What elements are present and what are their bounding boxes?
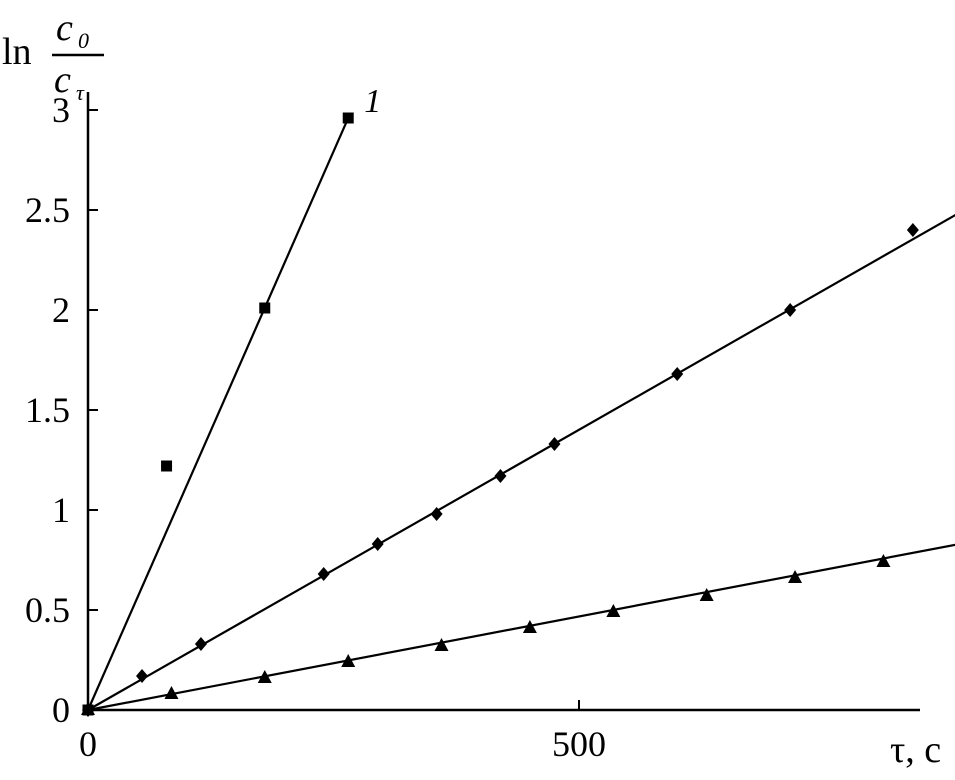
series-2-point <box>784 303 797 317</box>
axes <box>86 92 920 712</box>
y-axis-label-denominator: c <box>54 59 71 101</box>
y-tick-label: 2.5 <box>25 190 70 230</box>
series-3-point <box>164 686 179 699</box>
series-2-point <box>494 469 507 483</box>
series-1-point <box>259 302 271 314</box>
series-3-point <box>788 570 803 583</box>
y-tick-label: 1 <box>52 490 70 530</box>
series-2-point <box>430 507 443 521</box>
y-axis-label-prefix: ln <box>2 31 32 73</box>
x-tick-label: 500 <box>552 724 606 764</box>
y-axis-label-numerator: c <box>56 7 73 49</box>
series-2-point <box>906 223 919 237</box>
series-layer: 123 <box>81 83 955 717</box>
series-3-point <box>876 554 891 567</box>
series-3-point <box>522 620 537 633</box>
series-3-point <box>257 670 272 683</box>
x-tick-label: 0 <box>79 724 97 764</box>
series-3: 3 <box>81 543 955 715</box>
series-2-point <box>194 637 207 651</box>
series-3-point <box>699 588 714 601</box>
y-axis-label-numerator-sub: 0 <box>78 28 89 53</box>
series-3-fit-line <box>87 543 955 712</box>
y-axis-label: ln c 0 c τ <box>2 7 104 105</box>
series-1-point <box>342 112 354 124</box>
series-1-fit-line <box>86 117 350 711</box>
y-axis-label-denominator-sub: τ <box>76 80 85 105</box>
series-2-point <box>136 669 149 683</box>
x-axis-label: τ, с <box>890 729 941 771</box>
series-3-point <box>606 604 621 617</box>
y-tick-label: 1.5 <box>25 390 70 430</box>
series-1-label: 1 <box>364 83 381 120</box>
y-tick-label: 3 <box>52 90 70 130</box>
series-2-point <box>317 567 330 581</box>
y-tick-label: 0.5 <box>25 590 70 630</box>
series-2-point <box>371 537 384 551</box>
series-3-point <box>81 702 95 715</box>
series-1: 1 <box>82 83 381 716</box>
series-3-point <box>434 638 449 651</box>
y-tick-label: 0 <box>52 690 70 730</box>
series-2-point <box>548 437 561 451</box>
series-2-point <box>671 367 684 381</box>
series-3-point <box>341 654 356 667</box>
series-1-point <box>161 460 173 472</box>
y-tick-label: 2 <box>52 290 70 330</box>
series-2-fit-line <box>87 213 955 711</box>
ticks: 05001000150000.511.522.53 <box>25 90 606 764</box>
